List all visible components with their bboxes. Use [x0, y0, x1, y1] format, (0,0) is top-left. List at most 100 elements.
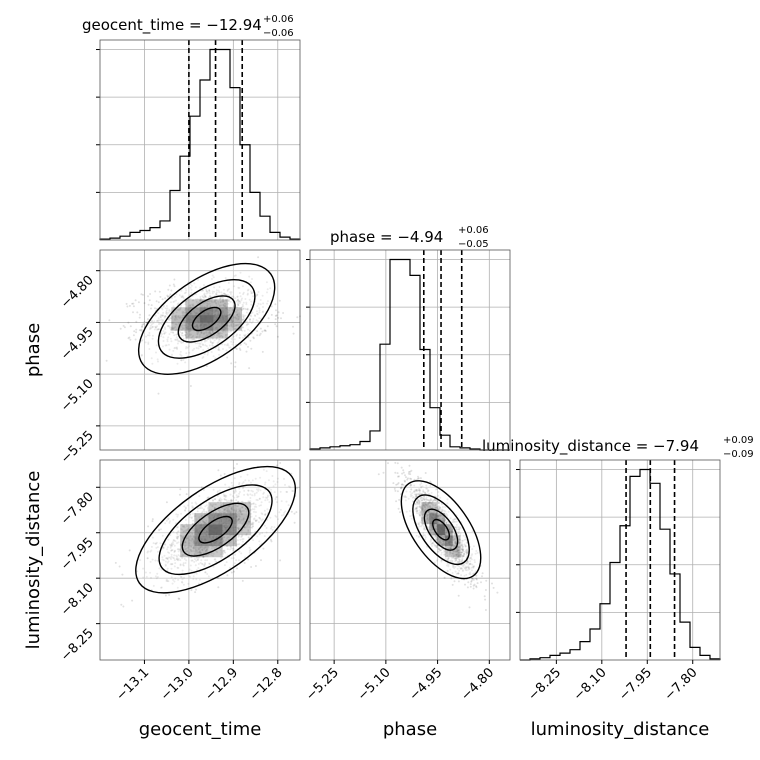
sample-point [236, 567, 238, 570]
sample-point [246, 293, 249, 296]
sample-point [168, 295, 171, 298]
sample-point [158, 319, 161, 322]
sample-point [227, 299, 230, 302]
sample-point [239, 295, 242, 298]
sample-point [173, 295, 176, 298]
sample-point [247, 558, 250, 561]
sample-point [250, 566, 253, 568]
sample-point [241, 303, 244, 306]
sample-point [249, 290, 252, 293]
sample-point [211, 338, 214, 340]
sample-point [208, 289, 211, 292]
title-luminosity-distance: luminosity_distance = −7.94 [482, 437, 699, 456]
sample-point [222, 300, 225, 303]
sample-point [229, 346, 232, 349]
sample-point [166, 338, 169, 341]
sample-point [259, 299, 262, 301]
sample-point [185, 331, 188, 334]
sample-point [453, 580, 456, 583]
sample-point [175, 336, 178, 339]
sample-point [176, 348, 179, 350]
sample-point [240, 299, 243, 302]
sample-point [164, 328, 167, 331]
sample-point [204, 294, 207, 297]
sample-point [184, 303, 187, 306]
sample-point [143, 302, 146, 305]
sample-point [259, 327, 262, 330]
sample-point [233, 316, 236, 319]
sample-point [238, 321, 241, 324]
sample-point [231, 320, 234, 323]
sample-point [230, 318, 233, 321]
hist-panel-geocent_time [96, 39, 301, 241]
x-tick-label: −7.80 [662, 665, 701, 704]
sample-point [225, 300, 228, 303]
sample-point [481, 572, 484, 575]
title-phase-plus: +0.06 [458, 225, 489, 236]
sample-point [187, 298, 190, 301]
sample-point [230, 330, 233, 332]
sample-point [261, 294, 264, 297]
sample-point [274, 323, 277, 326]
sample-point [202, 289, 204, 292]
sample-point [195, 347, 198, 349]
sample-point [179, 331, 182, 334]
sample-point [127, 337, 130, 340]
sample-point [457, 580, 460, 583]
sample-point [211, 330, 214, 333]
sample-point [206, 305, 209, 307]
sample-point [395, 500, 398, 503]
sample-point [226, 356, 229, 359]
sample-point [155, 351, 157, 354]
sample-point [480, 581, 482, 584]
sample-point [248, 367, 251, 370]
sample-point [220, 304, 223, 307]
y-tick-label: −4.80 [58, 273, 97, 312]
sample-point [184, 334, 187, 337]
sample-point [195, 588, 197, 591]
sample-point [230, 362, 233, 365]
sample-point [206, 338, 209, 341]
sample-point [187, 335, 190, 338]
sample-point [182, 312, 185, 315]
sample-point [277, 311, 280, 314]
sample-point [293, 512, 296, 515]
sample-point [230, 319, 233, 322]
x-tick-label: −12.9 [202, 665, 241, 704]
sample-point [148, 299, 151, 302]
sample-point [138, 316, 141, 319]
sample-point [262, 547, 265, 550]
sample-point [234, 316, 237, 319]
sample-point [167, 288, 170, 291]
sample-point [279, 462, 282, 464]
sample-point [215, 289, 218, 292]
sample-point [119, 327, 122, 330]
sample-point [202, 296, 204, 299]
sample-point [209, 339, 212, 341]
sample-point [274, 314, 277, 317]
sample-point [492, 586, 495, 589]
sample-point [171, 321, 174, 324]
sample-point [171, 328, 174, 331]
sample-point [400, 466, 403, 469]
sample-point [135, 328, 138, 331]
xlabel-phase: phase [383, 719, 437, 740]
sample-point [235, 324, 238, 327]
sample-point [149, 293, 152, 295]
sample-point [241, 326, 244, 329]
sample-point [205, 305, 208, 308]
sample-point [239, 300, 242, 303]
sample-point [180, 328, 183, 331]
sample-point [236, 295, 239, 298]
sample-point [247, 323, 250, 326]
sample-point [167, 336, 170, 339]
sample-point [209, 341, 212, 344]
sample-point [189, 297, 192, 300]
sample-point [175, 311, 178, 314]
sample-point [181, 311, 184, 314]
sample-point [171, 327, 174, 330]
sample-point [108, 319, 111, 322]
sample-point [194, 339, 197, 342]
sample-point [255, 294, 258, 297]
